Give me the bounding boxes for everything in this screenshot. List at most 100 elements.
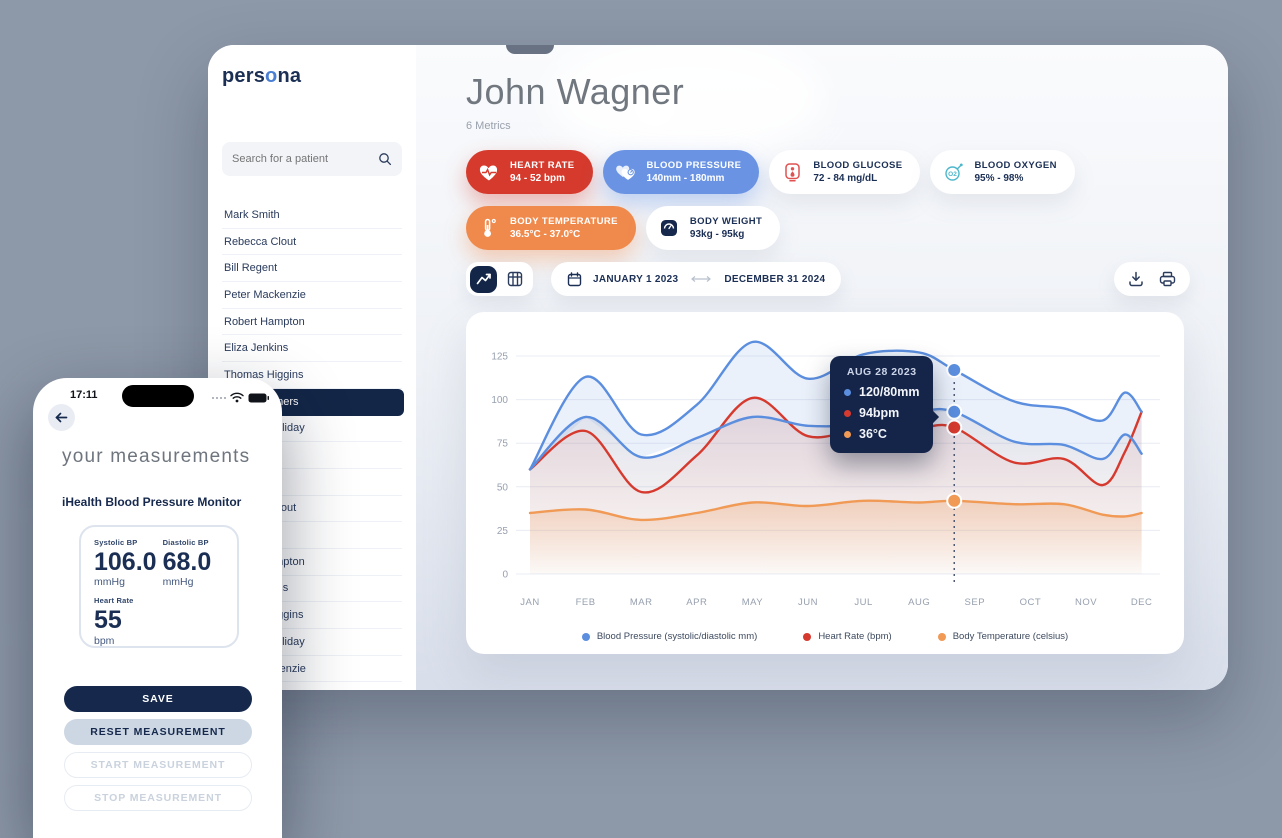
systolic-reading: Systolic BP 106.0 mmHg bbox=[94, 538, 157, 588]
date-end: DECEMBER 31 2024 bbox=[724, 273, 826, 285]
blood-pressure-icon bbox=[614, 160, 638, 184]
metric-label: BLOOD PRESSURE bbox=[646, 160, 742, 171]
sidebar-item-patient[interactable]: Rebecca Clout bbox=[222, 229, 402, 256]
chart-tooltip: AUG 28 2023 120/80mm 94bpm 36°C bbox=[830, 356, 934, 453]
save-button[interactable]: SAVE bbox=[64, 686, 252, 712]
svg-text:AUG: AUG bbox=[908, 597, 930, 608]
metric-cards: HEART RATE 94 - 52 bpm BLOOD PRESSURE 140m… bbox=[466, 150, 1190, 250]
start-measurement-button[interactable]: START MEASUREMENT bbox=[64, 752, 252, 778]
tooltip-rows: 120/80mm 94bpm 36°C bbox=[844, 385, 919, 441]
metric-value: 94 - 52 bpm bbox=[510, 173, 566, 184]
patient-search[interactable] bbox=[222, 142, 402, 176]
print-icon[interactable] bbox=[1159, 271, 1176, 287]
device-name: iHealth Blood Pressure Monitor bbox=[62, 495, 242, 509]
reading-unit: mmHg bbox=[94, 576, 125, 589]
blood-oxygen-icon: O2 bbox=[941, 160, 965, 184]
metric-body-weight[interactable]: BODY WEIGHT 93kg - 95kg bbox=[645, 206, 781, 250]
svg-text:NOV: NOV bbox=[1075, 597, 1097, 608]
metrics-count: 6 Metrics bbox=[466, 120, 511, 132]
svg-text:APR: APR bbox=[686, 597, 707, 608]
phone-screen-title: your measurements bbox=[62, 446, 251, 467]
blood-glucose-icon bbox=[780, 160, 804, 184]
phone-mockup: 17:11 your measurements iHealth Blood Pr… bbox=[33, 378, 282, 838]
back-button[interactable] bbox=[48, 404, 75, 431]
reading-value: 106.0 bbox=[94, 548, 157, 576]
svg-text:125: 125 bbox=[491, 352, 508, 363]
tooltip-row: 94bpm bbox=[844, 406, 919, 420]
metric-blood-pressure[interactable]: BLOOD PRESSURE 140mm - 180mm bbox=[602, 150, 760, 194]
search-input[interactable] bbox=[232, 153, 378, 165]
reset-measurement-button[interactable]: RESET MEASUREMENT bbox=[64, 719, 252, 745]
svg-text:100: 100 bbox=[491, 395, 508, 406]
battery-icon bbox=[248, 393, 269, 402]
metric-value: 72 - 84 mg/dL bbox=[813, 173, 878, 184]
heart-rate-reading: Heart Rate 55 bpm bbox=[94, 596, 224, 646]
svg-text:FEB: FEB bbox=[576, 597, 596, 608]
phone-notch bbox=[121, 385, 194, 407]
metric-label: BLOOD OXYGEN bbox=[974, 160, 1057, 171]
date-start: JANUARY 1 2023 bbox=[593, 273, 679, 285]
svg-text:JUL: JUL bbox=[854, 597, 872, 608]
tooltip-row: 120/80mm bbox=[844, 385, 919, 399]
background-blob bbox=[546, 45, 826, 160]
svg-text:50: 50 bbox=[497, 482, 509, 493]
page-title: John Wagner bbox=[466, 71, 685, 112]
stop-measurement-button[interactable]: STOP MEASUREMENT bbox=[64, 785, 252, 811]
metric-blood-glucose[interactable]: BLOOD GLUCOSE 72 - 84 mg/dL bbox=[769, 150, 921, 194]
logo-part: o bbox=[265, 65, 278, 87]
sidebar-item-patient[interactable]: Bill Regent bbox=[222, 255, 402, 283]
metric-blood-oxygen[interactable]: O2 BLOOD OXYGEN 95% - 98% bbox=[930, 150, 1075, 194]
health-chart[interactable]: 0 25 50 75 100 125 JAN FEB MAR APR MAY JUN JUL AUG SEP… bbox=[466, 312, 1184, 612]
svg-text:DEC: DEC bbox=[1131, 597, 1153, 608]
svg-text:MAR: MAR bbox=[630, 597, 653, 608]
cellular-signal-icon bbox=[212, 396, 226, 399]
persona-logo: persona bbox=[222, 65, 402, 88]
view-toggle bbox=[466, 262, 533, 296]
date-range-picker[interactable]: JANUARY 1 2023 DECEMBER 31 2024 bbox=[551, 262, 842, 296]
sidebar-item-patient[interactable]: Thomas Higgins bbox=[222, 362, 402, 389]
svg-text:O2: O2 bbox=[948, 171, 957, 178]
main-content: John Wagner 6 Metrics HEART RATE 94 - 52 … bbox=[416, 45, 1228, 690]
svg-text:JAN: JAN bbox=[520, 597, 539, 608]
phone-buttons: SAVE RESET MEASUREMENT START MEASUREMENT… bbox=[64, 686, 252, 818]
download-icon[interactable] bbox=[1128, 271, 1144, 287]
chart-card: 0 25 50 75 100 125 JAN FEB MAR APR MAY JUN JUL AUG SEP… bbox=[466, 312, 1184, 654]
metric-label: HEART RATE bbox=[510, 160, 575, 171]
reading-label: Systolic BP bbox=[94, 538, 138, 547]
metric-body-temperature[interactable]: BODY TEMPERATURE 36.5°C - 37.0°C bbox=[466, 206, 636, 250]
reading-value: 68.0 bbox=[162, 548, 212, 576]
sidebar-item-patient[interactable]: Mark Smith bbox=[222, 202, 402, 229]
svg-text:SEP: SEP bbox=[965, 597, 986, 608]
table-icon bbox=[507, 271, 523, 287]
line-chart-icon bbox=[476, 273, 491, 285]
metric-heart-rate[interactable]: HEART RATE 94 - 52 bpm bbox=[466, 150, 593, 194]
sidebar-item-patient[interactable]: Peter Mackenzie bbox=[222, 282, 402, 309]
chart-view-button[interactable] bbox=[470, 265, 497, 293]
legend-item: Body Temperature (celsius) bbox=[937, 631, 1068, 642]
svg-text:JUN: JUN bbox=[798, 597, 818, 608]
wifi-icon bbox=[230, 392, 244, 403]
thermometer-icon bbox=[477, 216, 501, 240]
logo-part: na bbox=[277, 65, 302, 87]
search-icon bbox=[379, 153, 392, 166]
measurement-card: Systolic BP 106.0 mmHg Diastolic BP 68.0… bbox=[79, 525, 239, 648]
reading-value: 55 bbox=[94, 606, 122, 635]
metric-label: BLOOD GLUCOSE bbox=[813, 160, 903, 171]
sidebar-item-patient[interactable]: Robert Hampton bbox=[222, 309, 402, 336]
phone-status-bar: 17:11 bbox=[33, 378, 282, 420]
tooltip-date: AUG 28 2023 bbox=[846, 366, 917, 378]
reading-label: Diastolic BP bbox=[162, 538, 209, 547]
logo-part: pers bbox=[222, 65, 266, 87]
legend-item: Blood Pressure (systolic/diastolic mm) bbox=[581, 631, 757, 642]
sidebar-item-patient[interactable]: Eliza Jenkins bbox=[222, 335, 402, 363]
svg-text:MAY: MAY bbox=[742, 597, 764, 608]
svg-text:75: 75 bbox=[497, 439, 509, 450]
back-arrow-icon bbox=[55, 412, 68, 423]
reading-unit: mmHg bbox=[162, 576, 194, 589]
phone-time: 17:11 bbox=[70, 389, 98, 401]
table-view-button[interactable] bbox=[503, 267, 527, 291]
chart-toolbar: JANUARY 1 2023 DECEMBER 31 2024 bbox=[466, 262, 1190, 296]
phone-notch-artifact bbox=[506, 45, 554, 54]
metric-value: 140mm - 180mm bbox=[646, 173, 725, 184]
